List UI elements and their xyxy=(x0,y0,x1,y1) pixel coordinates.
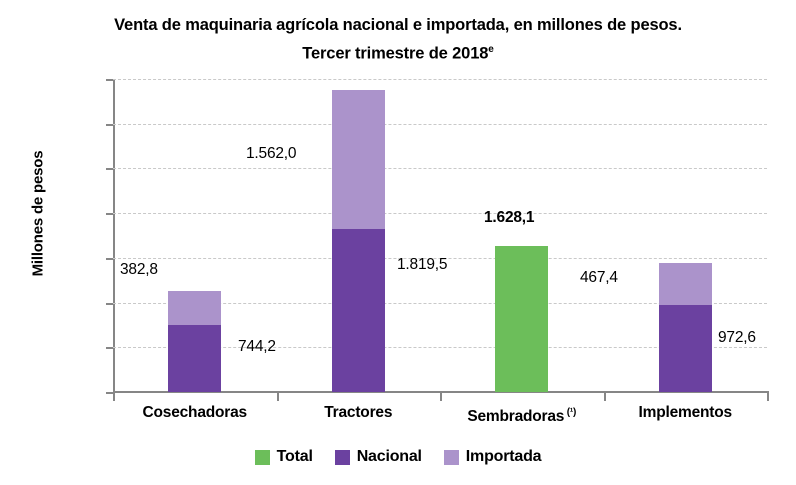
legend-item-nacional[interactable]: Nacional xyxy=(334,448,422,466)
bar-segment-importada[interactable] xyxy=(168,291,222,326)
chart-subtitle-superscript: e xyxy=(488,44,494,55)
x-axis-category-label-superscript: (¹) xyxy=(564,407,577,418)
gridline xyxy=(113,168,767,170)
bar-segment-nacional[interactable] xyxy=(331,229,385,392)
bar-cosechadoras[interactable] xyxy=(168,291,222,392)
y-axis-tick xyxy=(106,168,113,171)
x-axis-category-label-text: Implementos xyxy=(638,404,733,421)
y-axis-tick xyxy=(106,392,113,394)
legend-swatch-icon xyxy=(254,449,270,465)
legend-label: Nacional xyxy=(356,448,422,465)
x-axis-category-label-text: Cosechadoras xyxy=(142,404,248,421)
bar-segment-nacional[interactable] xyxy=(658,305,712,392)
y-axis-tick xyxy=(106,257,113,260)
bar-segment-importada[interactable] xyxy=(658,263,712,306)
plot-area: 05001.0001.5002.0002.5003.0003.500 xyxy=(106,79,769,401)
x-axis-tick xyxy=(440,392,442,401)
chart-title-block: Venta de maquinaria agrícola nacional e … xyxy=(0,14,796,65)
data-value-label: 1.628,1 xyxy=(484,209,535,226)
legend-label: Importada xyxy=(465,448,542,465)
data-value-label: 744,2 xyxy=(238,338,276,355)
x-axis-category-label-text: Tractores xyxy=(324,404,393,421)
legend-swatch-icon xyxy=(443,449,459,465)
data-value-label: 972,6 xyxy=(718,329,756,346)
y-axis-tick xyxy=(106,79,113,81)
gridline xyxy=(113,302,767,304)
bar-sembradoras[interactable] xyxy=(495,246,549,392)
y-axis-tick xyxy=(106,123,113,126)
legend-swatch-icon xyxy=(334,449,350,465)
x-axis-category-label: Tractores xyxy=(277,404,441,422)
gridline xyxy=(113,347,767,349)
x-axis-tick xyxy=(276,392,279,401)
chart-subtitle: Tercer trimestre de 2018e xyxy=(0,39,796,65)
x-axis-category-label: Sembradoras (¹) xyxy=(440,404,604,426)
data-value-label: 382,8 xyxy=(120,261,158,278)
bar-segment-importada[interactable] xyxy=(331,89,385,230)
data-value-label: 467,4 xyxy=(580,269,618,286)
x-axis-tick xyxy=(113,392,115,401)
bar-segment-total[interactable] xyxy=(495,246,549,392)
gridline xyxy=(113,257,767,259)
y-axis-line xyxy=(113,79,115,393)
x-axis-tick xyxy=(767,392,769,401)
chart-legend: Total Nacional Importada xyxy=(0,448,796,466)
x-axis-category-label-text: Sembradoras xyxy=(467,408,565,426)
data-value-label: 1.819,5 xyxy=(397,256,448,273)
y-axis-title: Millones de pesos xyxy=(29,150,47,277)
gridline xyxy=(113,123,767,125)
gridline xyxy=(113,79,767,80)
y-axis-tick xyxy=(106,213,113,216)
bar-tractores[interactable] xyxy=(331,89,385,392)
chart-subtitle-text: Tercer trimestre de 2018 xyxy=(302,44,489,63)
legend-item-importada[interactable]: Importada xyxy=(443,448,542,466)
gridline xyxy=(113,213,767,215)
x-axis-tick xyxy=(603,392,606,401)
data-value-label: 1.562,0 xyxy=(246,145,297,162)
x-axis-category-label: Implementos xyxy=(604,404,768,422)
y-axis-tick xyxy=(106,302,113,305)
legend-label: Total xyxy=(276,448,313,465)
bar-segment-nacional[interactable] xyxy=(168,325,222,392)
x-axis-category-label: Cosechadoras xyxy=(113,404,277,422)
bar-implementos[interactable] xyxy=(658,263,712,392)
legend-item-total[interactable]: Total xyxy=(254,448,313,466)
y-axis-tick xyxy=(106,347,113,350)
chart-title: Venta de maquinaria agrícola nacional e … xyxy=(114,16,682,34)
